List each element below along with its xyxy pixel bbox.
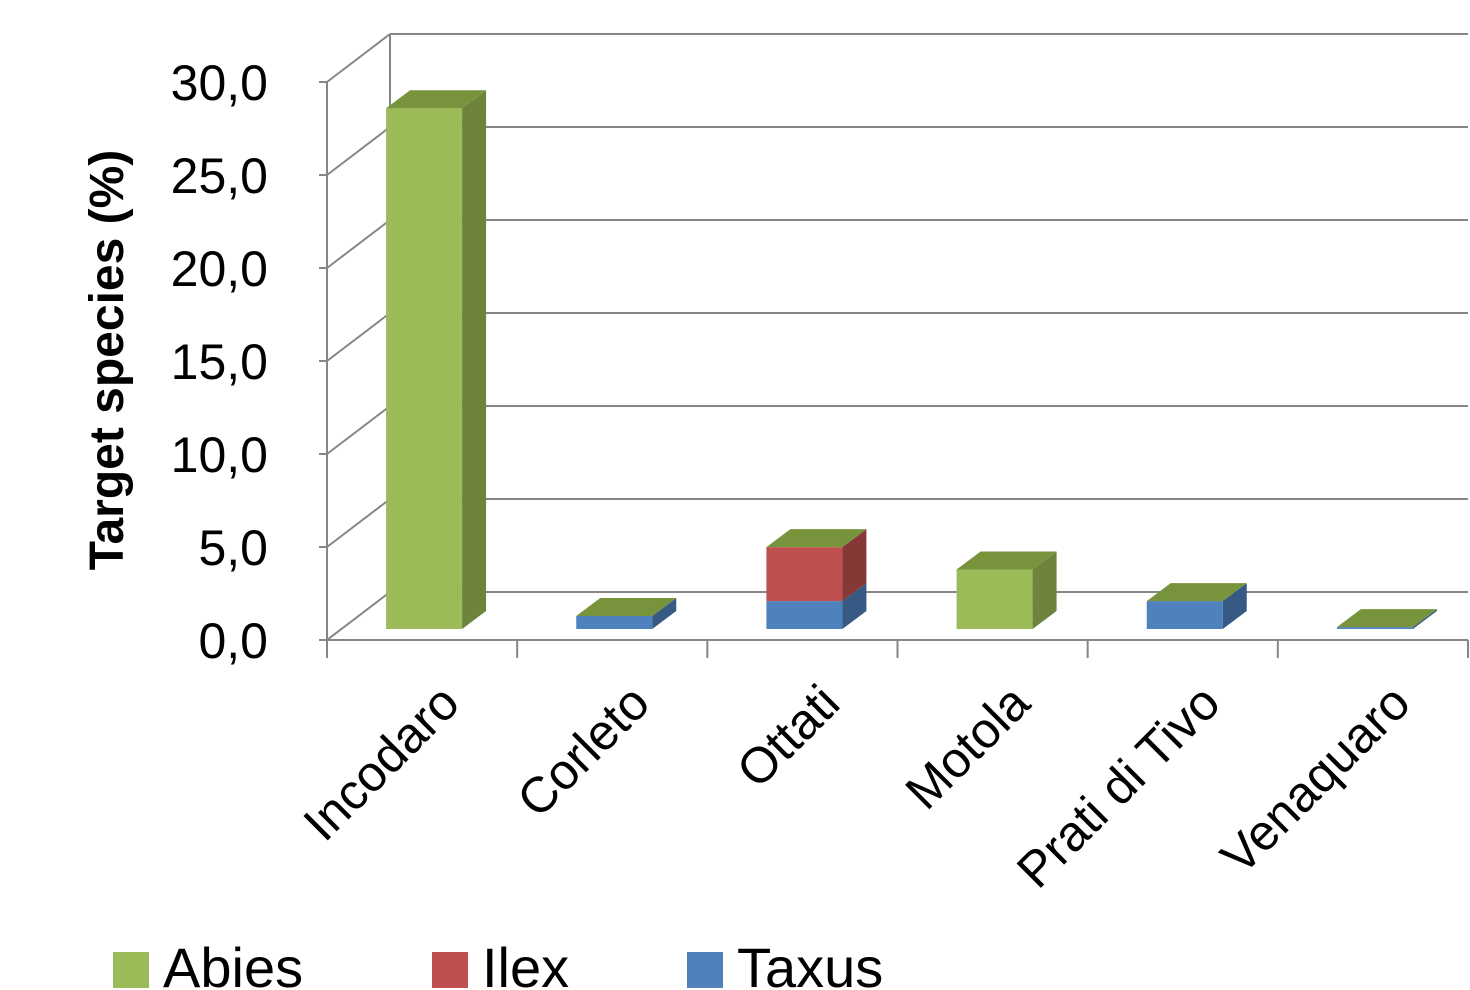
legend-item-taxus: Taxus [687, 936, 883, 990]
y-tick-label: 5,0 [198, 520, 268, 576]
side-gridline [326, 126, 391, 176]
y-tick-label: 0,0 [198, 613, 268, 669]
bar-taxus-front [576, 615, 653, 629]
bar-ilex-front [766, 547, 843, 602]
y-axis-title: Target species (%) [81, 150, 134, 571]
bar-taxus-front [1336, 627, 1413, 629]
bar-top-face [956, 551, 1057, 570]
legend-label: Abies [163, 936, 303, 990]
bar-taxus-side [842, 583, 867, 629]
bar-taxus-side [652, 597, 677, 629]
bar-top-face [766, 529, 867, 548]
category-label: Venaquaro [1210, 674, 1421, 885]
legend: Abies Ilex Taxus [113, 936, 883, 990]
legend-swatch [113, 952, 149, 988]
legend-swatch [687, 952, 723, 988]
legend-item-abies: Abies [113, 936, 303, 990]
y-tick-label: 30,0 [171, 55, 268, 111]
bar-taxus-front [1146, 601, 1223, 629]
bars [386, 90, 1437, 629]
side-gridline [326, 498, 391, 548]
legend-label: Ilex [482, 936, 569, 990]
legend-item-ilex: Ilex [432, 936, 569, 990]
y-tick-label: 10,0 [171, 427, 268, 483]
bar-taxus-front [766, 601, 843, 629]
side-gridline [326, 405, 391, 455]
bar-abies-front [386, 108, 463, 629]
legend-swatch [432, 952, 468, 988]
bar-top-face [1146, 583, 1247, 602]
bar-taxus-side [1222, 583, 1247, 629]
y-tick-labels: 0,0 5,0 10,0 15,0 20,0 25,0 30,0 [171, 55, 268, 669]
bar-top-face [1336, 609, 1437, 628]
side-gridline [326, 33, 391, 83]
category-label: Corleto [506, 674, 660, 828]
legend-label: Taxus [737, 936, 883, 990]
bar-abies-front [956, 569, 1033, 629]
bar-taxus-side [1412, 609, 1437, 629]
category-label: Motola [895, 674, 1041, 820]
gridlines [326, 33, 1468, 641]
bar-top-face [386, 90, 487, 109]
y-tick-label: 15,0 [171, 334, 268, 390]
bar-abies-side [462, 90, 487, 629]
side-gridline [326, 591, 391, 641]
bar-top-face [576, 597, 677, 616]
category-label: Ottati [726, 674, 850, 798]
bar-ilex-side [842, 529, 867, 602]
side-gridline [326, 312, 391, 362]
y-tick-label: 20,0 [171, 241, 268, 297]
bar-abies-side [1032, 551, 1057, 629]
y-tick-label: 25,0 [171, 148, 268, 204]
side-gridline [326, 219, 391, 269]
category-label: Prati di Tivo [1006, 674, 1230, 898]
category-label: Incodaro [293, 674, 470, 851]
